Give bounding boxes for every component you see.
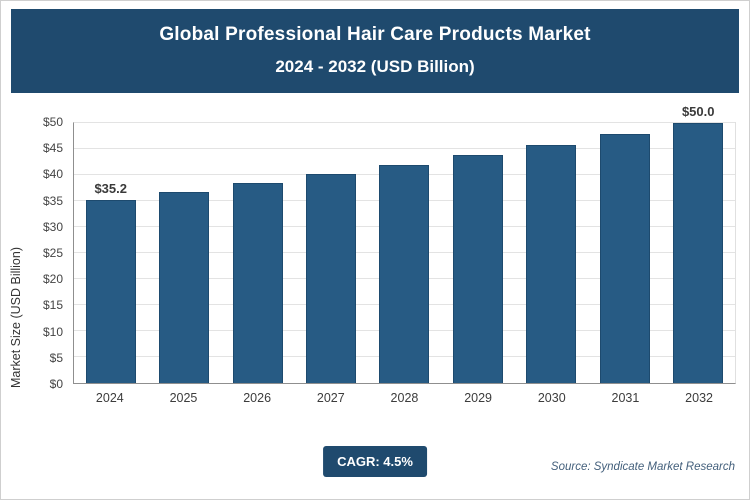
y-tick-label: $15 <box>42 298 63 313</box>
bars-container: $35.2 $50.0 <box>74 104 735 383</box>
y-tick-label: $10 <box>42 324 63 339</box>
y-axis-title: Market Size (USD Billion) <box>9 246 23 388</box>
y-tick-label: $40 <box>42 167 63 182</box>
bar-2025 <box>159 191 210 383</box>
bar-column <box>306 123 357 383</box>
bar-column <box>232 123 283 383</box>
x-tick-label: 2025 <box>169 391 198 405</box>
bar-2032 <box>673 123 724 383</box>
y-tick-label: $50 <box>42 115 63 129</box>
chart-subtitle: 2024 - 2032 (USD Billion) <box>275 57 475 76</box>
y-tick-label: $5 <box>49 350 63 365</box>
bar-2027 <box>306 173 357 383</box>
x-tick-label: 2027 <box>316 391 345 405</box>
bar-2031 <box>599 133 650 383</box>
y-tick-label: $25 <box>42 246 63 260</box>
x-tick-label: 2032 <box>685 391 713 405</box>
bar-2028 <box>379 164 430 383</box>
bar-2024 <box>85 199 136 383</box>
bar-column <box>159 123 210 383</box>
bar-column <box>599 123 650 383</box>
bar-2029 <box>452 154 503 383</box>
source-attribution: Source: Syndicate Market Research <box>550 461 735 473</box>
bar-value-label: $50.0 <box>681 104 715 119</box>
x-tick-label: 2031 <box>611 391 640 405</box>
bar-column <box>379 123 430 383</box>
bar-2026 <box>232 183 283 383</box>
chart-header: Global Professional Hair Care Products M… <box>11 9 739 93</box>
x-tick-label: 2030 <box>537 391 566 405</box>
y-tick-label: $20 <box>42 272 63 287</box>
cagr-badge: CAGR: 4.5% <box>323 446 427 477</box>
bar-column <box>526 123 577 383</box>
y-tick-label: $30 <box>42 219 63 234</box>
x-tick-label: 2024 <box>95 391 124 405</box>
plot-area: $35.2 $50.0 <box>73 104 736 384</box>
gridline <box>74 122 735 123</box>
bar-value-label: $35.2 <box>94 180 127 196</box>
bar-column: $50.0 <box>673 104 724 383</box>
y-tick-label: $0 <box>49 377 63 391</box>
y-axis-ticks: $0 $5 $10 $15 $20 $25 $30 $35 $40 $45 $50 <box>29 115 69 391</box>
chart-title: Global Professional Hair Care Products M… <box>159 24 591 45</box>
bar-column: $35.2 <box>85 123 136 383</box>
x-tick-label: 2026 <box>243 391 272 405</box>
bar-column <box>452 123 503 383</box>
x-tick-label: 2028 <box>390 391 419 405</box>
x-tick-label: 2029 <box>464 391 493 405</box>
gridline <box>74 148 735 149</box>
y-tick-label: $35 <box>42 193 63 208</box>
x-axis-labels: 2024 2025 2026 2027 2028 2029 2030 2031 2032 <box>73 391 736 405</box>
bar-2030 <box>526 144 577 383</box>
y-tick-label: $45 <box>42 141 63 156</box>
